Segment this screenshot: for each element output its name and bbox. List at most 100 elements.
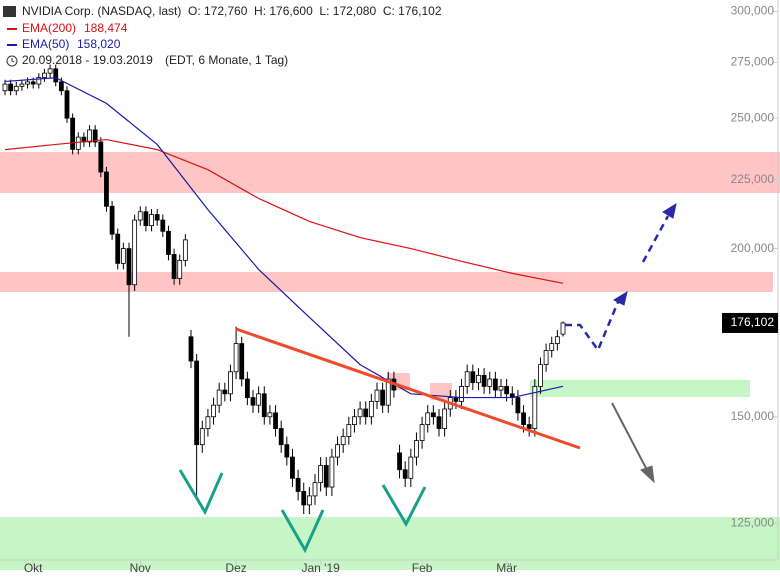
v-mark <box>381 484 427 528</box>
candle-body <box>261 393 267 418</box>
legend-name: EMA(200) <box>22 21 76 35</box>
candle-body <box>436 416 442 429</box>
candle-body <box>115 233 121 264</box>
candle-body <box>312 482 318 497</box>
candle-body <box>70 117 76 150</box>
resistance-zone <box>0 272 773 292</box>
clock-hand <box>11 58 15 63</box>
x-tick-label: Jan '19 <box>301 561 340 575</box>
candle-body <box>306 495 312 506</box>
candle-body <box>515 397 521 414</box>
legend-value: 158,020 <box>77 37 121 51</box>
y-tick-label: 300,000 <box>731 4 775 18</box>
marks <box>2 64 566 515</box>
candle-body <box>481 374 487 387</box>
candle-body <box>402 469 408 479</box>
y-tick-label: 125,000 <box>731 515 775 529</box>
candle-body <box>295 477 301 492</box>
candle-body <box>244 378 250 398</box>
candle-body <box>492 378 498 391</box>
candle-body <box>301 491 307 506</box>
header-quote: O: 172,760 H: 176,600 L: 172,080 C: 176,… <box>188 4 442 18</box>
candle-body <box>132 219 138 286</box>
candle-body <box>199 428 205 446</box>
last-price-label: 176,102 <box>731 315 775 329</box>
candle-body <box>64 90 70 119</box>
x-tick-label: Mär <box>496 561 517 575</box>
candle-body <box>19 83 25 87</box>
legend-name: EMA(50) <box>22 37 69 51</box>
candle-body <box>290 456 295 479</box>
candle-icon <box>3 6 16 17</box>
candle-body <box>318 465 324 484</box>
candle-body <box>154 214 160 221</box>
header-range: 20.09.2018 - 19.03.2019 <box>22 53 153 67</box>
candle-body <box>374 389 380 402</box>
candle-body <box>239 343 245 380</box>
candle-body <box>538 364 543 387</box>
candle-body <box>160 219 166 232</box>
candle-body <box>543 350 549 365</box>
candle-body <box>233 343 239 373</box>
down-arrow <box>611 402 648 471</box>
candle-body <box>42 72 47 78</box>
candle-body <box>419 424 425 442</box>
forecast-arrow <box>641 215 670 263</box>
candle-body <box>126 248 132 286</box>
candle-body <box>397 452 402 471</box>
candle-body <box>408 456 414 479</box>
x-tick-label: Dez <box>225 561 246 575</box>
last-price-box <box>722 312 778 333</box>
arrow-head <box>662 202 677 219</box>
y-tick-label: 275,000 <box>731 55 775 69</box>
candle-body <box>120 248 126 264</box>
candle-body <box>487 378 493 387</box>
candle-body <box>521 412 526 425</box>
drawings <box>178 202 677 554</box>
candle-body <box>414 440 419 458</box>
candle-body <box>8 83 14 92</box>
candle-body <box>228 371 233 395</box>
header-title: NVIDIA Corp. (NASDAQ, last) <box>22 4 181 18</box>
candle-body <box>532 385 538 429</box>
candle-body <box>442 408 448 429</box>
candle-body <box>453 397 459 402</box>
candle-body <box>267 412 273 418</box>
v-mark <box>280 509 325 554</box>
arrow-head <box>612 290 628 306</box>
candle-body <box>104 171 109 207</box>
trend-line <box>235 327 581 450</box>
candle-body <box>278 428 284 446</box>
candle-body <box>329 456 335 488</box>
header-info: (EDT, 6 Monate, 1 Tag) <box>165 53 288 67</box>
candle-body <box>273 412 278 429</box>
candle-body <box>166 230 171 255</box>
candle-body <box>194 360 200 446</box>
candle-body <box>36 77 42 85</box>
candle-body <box>380 389 386 406</box>
candle-body <box>368 400 374 418</box>
forecast-arrow <box>565 301 620 353</box>
support-zone <box>0 517 780 570</box>
candle-body <box>363 408 369 418</box>
candle-body <box>143 211 149 227</box>
ema-line <box>4 138 564 284</box>
candle-body <box>182 239 188 261</box>
candle-body <box>256 393 262 406</box>
candle-body <box>323 465 329 488</box>
candle-body <box>385 378 391 406</box>
candle-body <box>211 404 216 418</box>
header: NVIDIA Corp. (NASDAQ, last) O: 172,760 H… <box>3 4 442 67</box>
x-tick-label: Okt <box>24 561 43 575</box>
candle-body <box>554 336 560 344</box>
candle-body <box>352 416 357 425</box>
candle-body <box>25 81 30 85</box>
candle-body <box>430 412 436 418</box>
candle-body <box>335 444 340 458</box>
y-tick-label: 200,000 <box>731 241 775 255</box>
candle-body <box>346 424 352 437</box>
arrow-head <box>640 465 655 484</box>
candle-body <box>30 81 36 85</box>
candle-body <box>87 129 92 143</box>
candle-body <box>47 68 53 74</box>
